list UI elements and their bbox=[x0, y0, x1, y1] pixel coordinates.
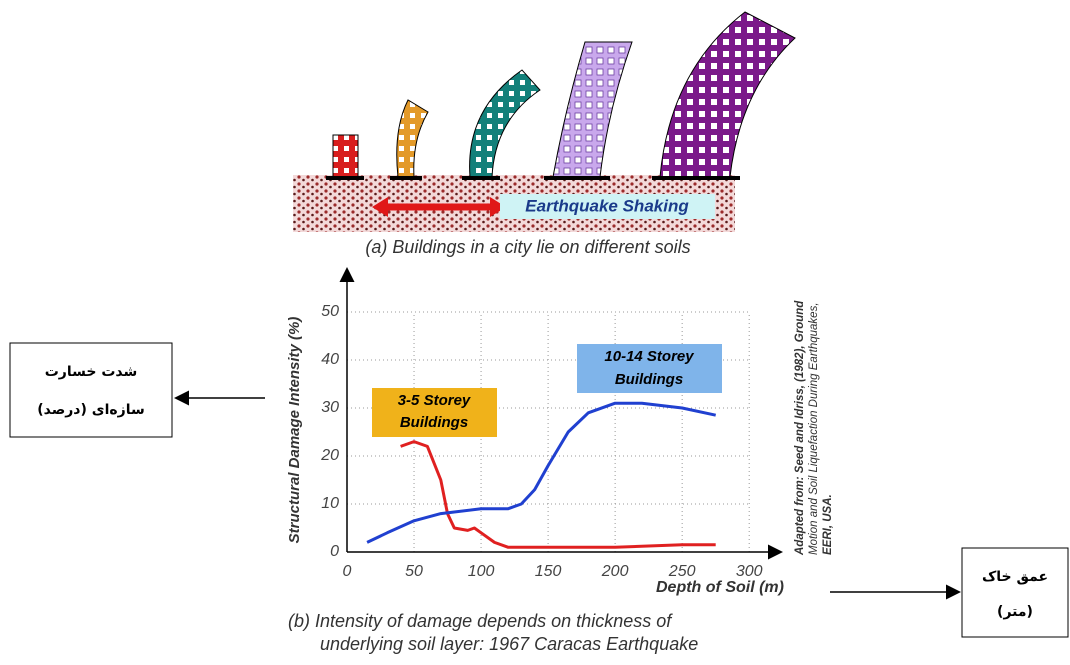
annotation: Buildings bbox=[615, 371, 683, 388]
note-text: (متر) bbox=[997, 604, 1033, 620]
building bbox=[470, 70, 540, 177]
building bbox=[333, 135, 358, 177]
credit: EERI, USA. bbox=[822, 494, 834, 555]
buildings-illustration: Earthquake Shaking (a) Buildings in a ci… bbox=[293, 12, 795, 257]
credit: Adapted from: Seed and Idriss, (1982), G… bbox=[794, 300, 806, 556]
annotation: 3-5 Storey bbox=[398, 392, 471, 409]
y-tick-label: 10 bbox=[321, 495, 339, 512]
note-text: عمق خاک bbox=[982, 569, 1048, 585]
y-tick-label: 0 bbox=[330, 543, 339, 560]
series-line bbox=[401, 442, 716, 548]
caption-a: (a) Buildings in a city lie on different… bbox=[365, 237, 690, 257]
caption-b: underlying soil layer: 1967 Caracas Eart… bbox=[320, 634, 698, 654]
x-tick-label: 150 bbox=[535, 563, 562, 580]
x-tick-label: 300 bbox=[736, 563, 763, 580]
annotation: Buildings bbox=[400, 414, 468, 431]
y-tick-label: 50 bbox=[321, 303, 339, 320]
shaking-label: Earthquake Shaking bbox=[525, 196, 689, 215]
x-tick-label: 0 bbox=[343, 563, 352, 580]
x-tick-label: 250 bbox=[668, 563, 696, 580]
building bbox=[553, 42, 632, 177]
caption-b: (b) Intensity of damage depends on thick… bbox=[288, 611, 673, 631]
credit: Motion and Soil Liquefaction During Eart… bbox=[808, 302, 820, 555]
note-text: سازه‌ای (درصد) bbox=[37, 402, 145, 418]
x-tick-label: 200 bbox=[601, 563, 629, 580]
y-tick-label: 30 bbox=[321, 399, 339, 416]
y-tick-label: 40 bbox=[321, 351, 339, 368]
notes: شدت خسارت سازه‌ای (درصد) عمق خاک (متر) bbox=[10, 343, 1068, 637]
note-box bbox=[10, 343, 172, 437]
figure: Earthquake Shaking (a) Buildings in a ci… bbox=[0, 0, 1070, 660]
x-tick-label: 100 bbox=[468, 563, 495, 580]
building bbox=[660, 12, 795, 177]
note-box bbox=[962, 548, 1068, 637]
x-axis-label: Depth of Soil (m) bbox=[656, 579, 784, 596]
y-tick-label: 20 bbox=[320, 447, 339, 464]
y-axis-label: Structural Damage Intensity (%) bbox=[286, 317, 303, 544]
x-tick-label: 50 bbox=[405, 563, 423, 580]
annotation: 10-14 Storey bbox=[604, 348, 694, 365]
note-text: شدت خسارت bbox=[45, 364, 138, 380]
building bbox=[397, 100, 428, 177]
